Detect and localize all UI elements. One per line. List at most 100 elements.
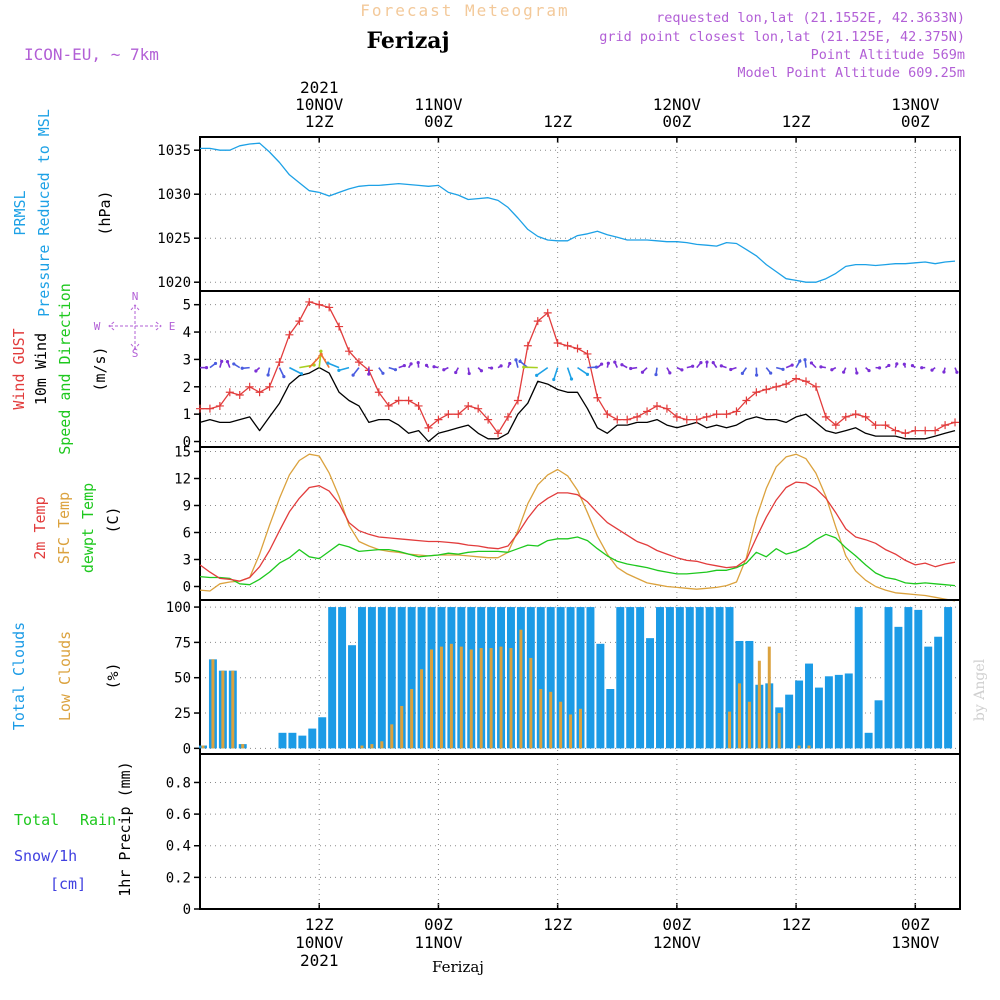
wind-gust-marker — [374, 388, 383, 397]
chart-title-location: Ferizaj — [366, 28, 449, 54]
low-cloud-bar — [767, 646, 771, 749]
wind-gust-marker — [494, 429, 503, 438]
low-cloud-bar — [797, 745, 801, 749]
temp-label-dewpt: dewpt Temp — [79, 483, 97, 573]
pressure-tick-label: 1020 — [157, 275, 191, 291]
wind-direction-arrowhead — [955, 370, 959, 374]
temperature-tick-label: 3 — [183, 553, 191, 569]
wind-direction-arrowhead — [585, 372, 590, 376]
total-cloud-bar — [367, 607, 376, 749]
wind-direction-arrowhead — [729, 367, 733, 372]
wind-direction-arrowhead — [680, 368, 684, 372]
wind-speed-line — [199, 366, 956, 443]
wind-gust-marker — [702, 412, 711, 421]
wind-gust-marker — [692, 415, 701, 424]
wind-direction-arrow — [308, 355, 321, 369]
wind-direction-arrowhead — [393, 368, 398, 372]
low-cloud-bar — [469, 649, 473, 749]
temp-label-2m: 2m Temp — [31, 496, 49, 559]
top-axis-label: 12NOV — [653, 95, 702, 114]
wind-direction-arrowhead — [489, 366, 494, 370]
total-cloud-bar — [884, 607, 893, 749]
wind-direction-arrowhead — [508, 361, 512, 366]
low-cloud-bar — [429, 649, 433, 749]
total-cloud-bar — [725, 607, 734, 749]
wind-direction-arrowhead — [552, 377, 556, 382]
wind-direction-arrowhead — [225, 359, 230, 364]
bottom-axis-label: 13NOV — [891, 933, 940, 952]
total-cloud-bar — [904, 607, 913, 749]
top-axis-label: 13NOV — [891, 95, 940, 114]
wind-gust-marker — [196, 404, 204, 413]
total-cloud-bar — [665, 607, 674, 749]
low-cloud-bar — [509, 648, 513, 749]
wind-gust-marker — [831, 421, 840, 430]
precip-label-unit: 1hr Precip (mm) — [116, 761, 134, 896]
low-cloud-bar — [569, 714, 573, 749]
wind-direction-arrowhead — [467, 371, 471, 376]
wind-gust-marker — [891, 426, 900, 435]
temp-labels: 2m Temp SFC Temp dewpt Temp (C) — [31, 483, 122, 573]
top-axis-label: 12Z — [305, 112, 334, 131]
total-cloud-bar — [586, 607, 595, 749]
wind-direction-arrowhead — [432, 365, 436, 369]
wind-direction-arrowhead — [740, 371, 744, 375]
wind-direction-arrowhead — [895, 362, 899, 366]
wind-gust-marker — [305, 297, 314, 306]
cloud-labels: Total Clouds Low Clouds (%) — [10, 622, 122, 730]
pressure-tick-label: 1030 — [157, 187, 191, 203]
wind-gust-marker — [742, 396, 751, 405]
total-cloud-bar — [685, 607, 694, 749]
wind-direction-arrowhead — [877, 366, 882, 370]
wind-gust-marker — [951, 418, 960, 427]
total-cloud-bar — [387, 607, 396, 749]
total-cloud-bar — [278, 732, 287, 749]
clouds-tick-label: 25 — [174, 706, 191, 722]
low-cloud-bar — [370, 744, 374, 749]
wind-direction-arrow — [338, 366, 350, 372]
total-cloud-bar — [715, 607, 724, 749]
wind-label-gust: Wind GUST — [10, 328, 28, 409]
wind-direction-arrowhead — [213, 361, 218, 366]
wind-gust-marker — [712, 410, 721, 419]
pressure-label-unit: (hPa) — [96, 190, 114, 235]
wind-direction-arrowhead — [803, 358, 807, 362]
wind-gust-marker — [444, 410, 453, 419]
low-cloud-bar — [539, 689, 543, 749]
total-cloud-bar — [924, 646, 933, 749]
watermark: by Angel — [972, 658, 988, 721]
model-label: ICON-EU, ~ 7km — [24, 45, 159, 64]
total-cloud-bar — [397, 607, 406, 749]
wind-direction-arrowhead — [691, 364, 695, 368]
pressure-label-desc: Pressure Reduced to MSL — [35, 109, 53, 317]
wind-direction-arrowhead — [699, 361, 703, 365]
wind-gust-marker — [553, 339, 562, 347]
total-cloud-bar — [318, 717, 327, 749]
wind-gust-marker — [931, 426, 940, 435]
top-axis-label: 12Z — [782, 112, 811, 131]
wind-gust-marker — [861, 412, 870, 421]
low-cloud-bar — [360, 745, 364, 749]
wind-direction-arrowhead — [790, 363, 794, 367]
precip-frame — [199, 753, 961, 910]
wind-direction-arrowhead — [606, 361, 610, 365]
info-line-2: grid point closest lon,lat (21.125E, 42.… — [599, 29, 965, 45]
total-cloud-bar — [536, 607, 545, 749]
wind-direction-arrow — [278, 367, 285, 377]
wind-gust-marker — [215, 401, 224, 410]
wind-gust-marker — [643, 407, 652, 416]
compass-south: S — [132, 347, 139, 360]
wind-direction-arrow — [536, 366, 549, 377]
wind-direction-arrow — [320, 353, 330, 369]
wind-direction-arrowhead — [599, 362, 604, 366]
wind-direction-arrowhead — [337, 368, 341, 372]
chart-subtitle: Forecast Meteogram — [360, 1, 569, 20]
wind-direction-arrowhead — [220, 359, 224, 363]
wind-gust-marker — [732, 407, 741, 416]
bottom-axis-label: 12NOV — [653, 933, 702, 952]
total-cloud-bar — [348, 645, 356, 749]
bottom-axis-label: 2021 — [300, 951, 339, 970]
total-cloud-bar — [814, 687, 823, 749]
wind-gust-marker — [921, 426, 930, 435]
